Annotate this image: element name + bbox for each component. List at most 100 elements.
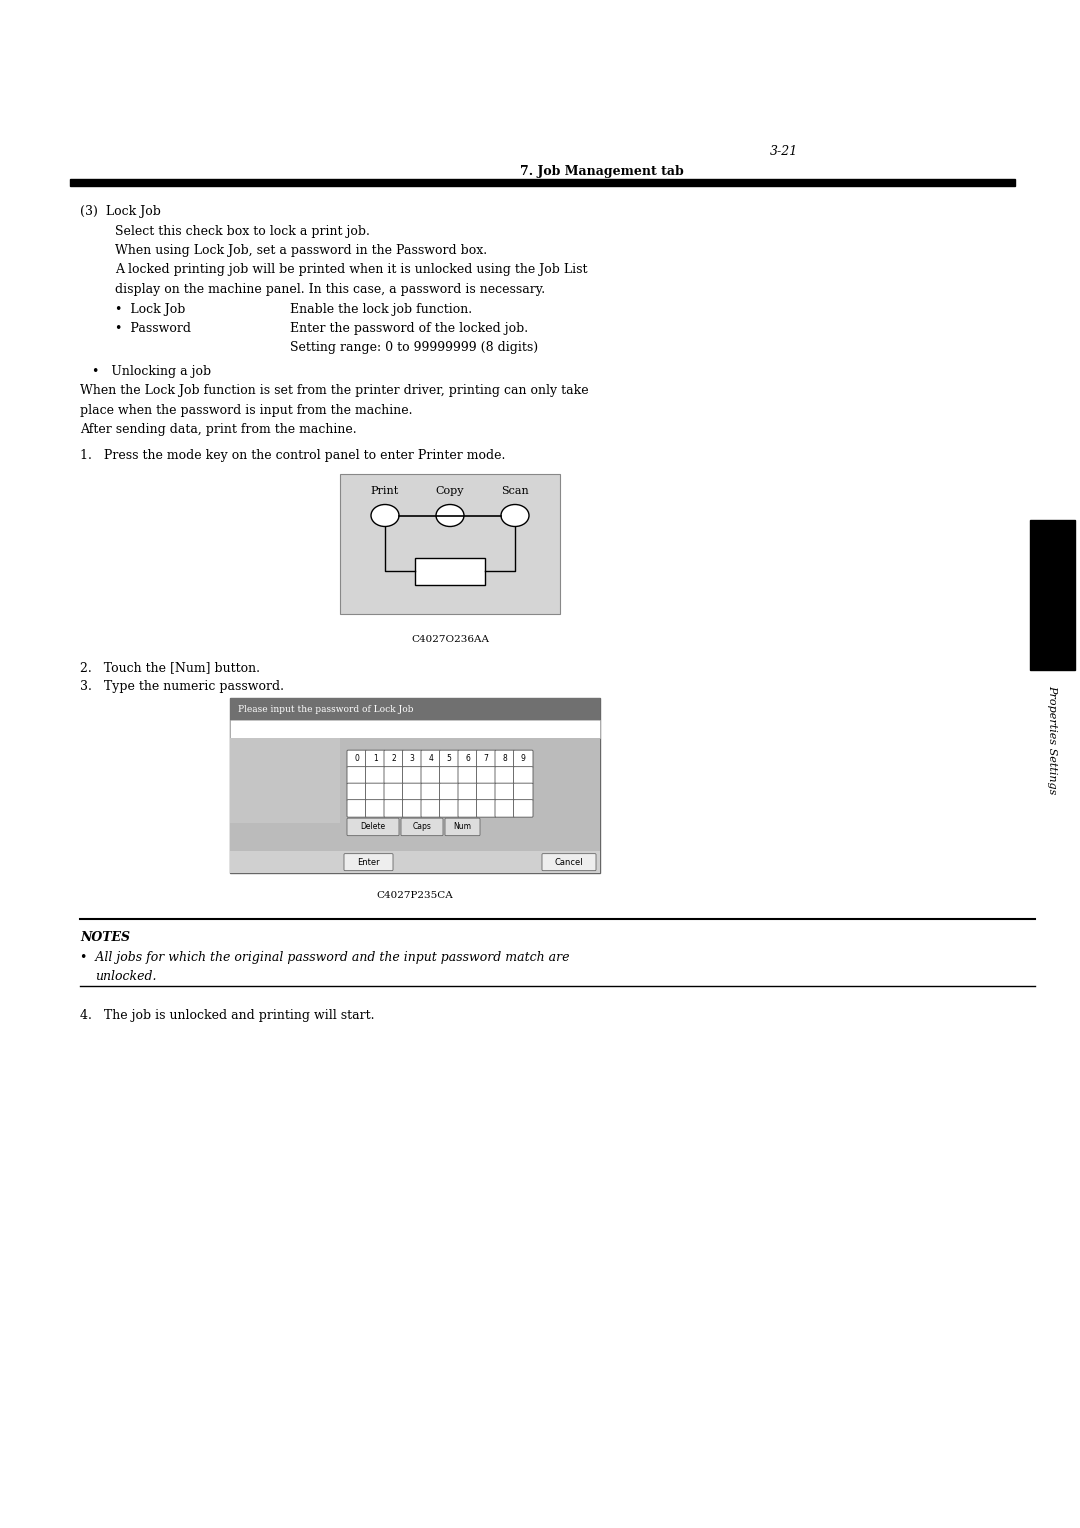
- Text: 3: 3: [409, 755, 415, 764]
- Text: Scan: Scan: [501, 486, 529, 495]
- Text: Enter the password of the locked job.: Enter the password of the locked job.: [291, 322, 528, 335]
- FancyBboxPatch shape: [421, 767, 441, 784]
- Text: Copy: Copy: [435, 486, 464, 495]
- Bar: [1030, 520, 1075, 669]
- FancyBboxPatch shape: [384, 799, 404, 817]
- FancyBboxPatch shape: [347, 817, 399, 836]
- FancyBboxPatch shape: [542, 854, 596, 871]
- Text: 1: 1: [373, 755, 378, 764]
- Text: 2: 2: [391, 755, 396, 764]
- Ellipse shape: [372, 504, 399, 527]
- Text: 3.   Type the numeric password.: 3. Type the numeric password.: [80, 680, 284, 694]
- Text: 8: 8: [502, 755, 508, 764]
- Text: •  Lock Job: • Lock Job: [114, 303, 186, 315]
- FancyBboxPatch shape: [384, 767, 404, 784]
- FancyBboxPatch shape: [495, 799, 514, 817]
- FancyBboxPatch shape: [440, 799, 459, 817]
- Text: 7. Job Management tab: 7. Job Management tab: [519, 165, 684, 177]
- Text: 1.   Press the mode key on the control panel to enter Printer mode.: 1. Press the mode key on the control pan…: [80, 449, 505, 461]
- FancyBboxPatch shape: [365, 750, 384, 767]
- FancyBboxPatch shape: [345, 854, 393, 871]
- Text: Properties Settings: Properties Settings: [1048, 685, 1057, 795]
- Bar: [70, 179, 1015, 185]
- FancyBboxPatch shape: [365, 767, 384, 784]
- FancyBboxPatch shape: [440, 750, 459, 767]
- Text: Enable the lock job function.: Enable the lock job function.: [291, 303, 472, 315]
- FancyBboxPatch shape: [365, 799, 384, 817]
- Text: unlocked.: unlocked.: [95, 970, 157, 983]
- Text: Caps: Caps: [413, 822, 431, 831]
- FancyBboxPatch shape: [403, 750, 422, 767]
- Text: Setting range: 0 to 99999999 (8 digits): Setting range: 0 to 99999999 (8 digits): [291, 341, 538, 354]
- FancyBboxPatch shape: [347, 767, 366, 784]
- Text: 4: 4: [429, 755, 433, 764]
- Text: After sending data, print from the machine.: After sending data, print from the machi…: [80, 423, 356, 437]
- FancyBboxPatch shape: [495, 767, 514, 784]
- Bar: [230, 851, 600, 872]
- Bar: [230, 738, 600, 851]
- FancyBboxPatch shape: [458, 750, 477, 767]
- FancyBboxPatch shape: [458, 784, 477, 801]
- Text: place when the password is input from the machine.: place when the password is input from th…: [80, 403, 413, 417]
- Text: 3-21: 3-21: [770, 145, 798, 157]
- Text: 5: 5: [447, 755, 451, 764]
- FancyBboxPatch shape: [403, 799, 422, 817]
- Text: 9: 9: [521, 755, 526, 764]
- Text: 0: 0: [354, 755, 360, 764]
- Ellipse shape: [436, 504, 464, 527]
- Text: display on the machine panel. In this case, a password is necessary.: display on the machine panel. In this ca…: [114, 283, 545, 296]
- Text: 2.   Touch the [Num] button.: 2. Touch the [Num] button.: [80, 660, 260, 674]
- Text: Please input the password of Lock Job: Please input the password of Lock Job: [238, 704, 414, 714]
- Bar: [230, 720, 600, 738]
- FancyBboxPatch shape: [347, 750, 366, 767]
- Text: When using Lock Job, set a password in the Password box.: When using Lock Job, set a password in t…: [114, 244, 487, 257]
- Text: 7: 7: [484, 755, 488, 764]
- FancyBboxPatch shape: [403, 767, 422, 784]
- FancyBboxPatch shape: [421, 799, 441, 817]
- FancyBboxPatch shape: [384, 750, 404, 767]
- Text: NOTES: NOTES: [80, 931, 130, 944]
- FancyBboxPatch shape: [513, 767, 534, 784]
- FancyBboxPatch shape: [421, 750, 441, 767]
- Bar: [340, 474, 561, 614]
- FancyBboxPatch shape: [495, 750, 514, 767]
- FancyBboxPatch shape: [401, 817, 443, 836]
- FancyBboxPatch shape: [403, 784, 422, 801]
- Text: (3)  Lock Job: (3) Lock Job: [80, 205, 161, 219]
- FancyBboxPatch shape: [347, 799, 366, 817]
- FancyBboxPatch shape: [513, 799, 534, 817]
- FancyBboxPatch shape: [440, 767, 459, 784]
- FancyBboxPatch shape: [458, 767, 477, 784]
- Bar: [230, 698, 600, 872]
- FancyBboxPatch shape: [365, 784, 384, 801]
- Text: Delete: Delete: [361, 822, 386, 831]
- Text: Num: Num: [454, 822, 472, 831]
- FancyBboxPatch shape: [347, 784, 366, 801]
- FancyBboxPatch shape: [476, 784, 496, 801]
- Text: C4027O236AA: C4027O236AA: [411, 636, 489, 645]
- Ellipse shape: [501, 504, 529, 527]
- Text: •  All jobs for which the original password and the input password match are: • All jobs for which the original passwo…: [80, 950, 569, 964]
- FancyBboxPatch shape: [445, 817, 480, 836]
- Text: Print: Print: [370, 486, 400, 495]
- FancyBboxPatch shape: [476, 750, 496, 767]
- Text: •   Unlocking a job: • Unlocking a job: [92, 365, 211, 377]
- Text: •  Password: • Password: [114, 322, 191, 335]
- Text: Select this check box to lock a print job.: Select this check box to lock a print jo…: [114, 225, 369, 237]
- Bar: [415, 558, 485, 585]
- Text: Cancel: Cancel: [555, 857, 583, 866]
- Bar: [230, 698, 600, 720]
- Text: Enter: Enter: [357, 857, 380, 866]
- FancyBboxPatch shape: [513, 750, 534, 767]
- FancyBboxPatch shape: [476, 799, 496, 817]
- Text: C4027P235CA: C4027P235CA: [377, 891, 454, 900]
- FancyBboxPatch shape: [421, 784, 441, 801]
- FancyBboxPatch shape: [458, 799, 477, 817]
- Text: 6: 6: [465, 755, 470, 764]
- Text: Chapter 3: Chapter 3: [1047, 564, 1058, 626]
- Text: A locked printing job will be printed when it is unlocked using the Job List: A locked printing job will be printed wh…: [114, 263, 588, 277]
- Text: When the Lock Job function is set from the printer driver, printing can only tak: When the Lock Job function is set from t…: [80, 385, 589, 397]
- FancyBboxPatch shape: [384, 784, 404, 801]
- Bar: [230, 738, 340, 824]
- FancyBboxPatch shape: [495, 784, 514, 801]
